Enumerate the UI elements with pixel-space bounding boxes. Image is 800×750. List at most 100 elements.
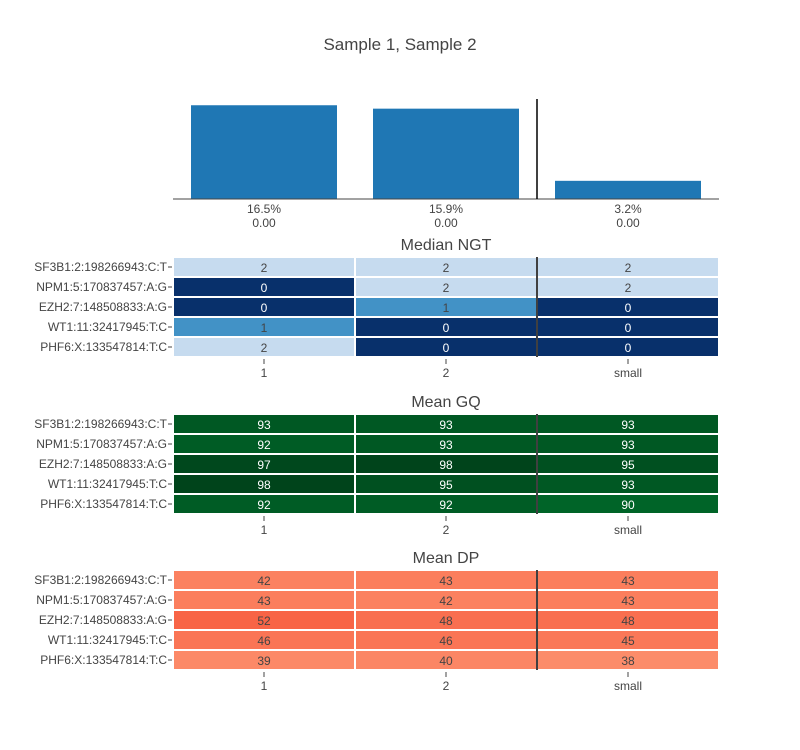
heatmap-cell: [356, 298, 536, 316]
heatmap-cell: [356, 435, 536, 453]
heatmap-cell: [356, 651, 536, 669]
heatmap-cell-value: 0: [443, 321, 450, 335]
heatmap-title: Median NGT: [401, 237, 492, 254]
heatmap-cell-value: 43: [439, 574, 453, 588]
heatmap-cell-value: 2: [625, 261, 632, 275]
heatmap-cell-value: 43: [621, 594, 635, 608]
heatmap-cell-value: 92: [257, 438, 271, 452]
col-label-1: 1: [261, 366, 268, 380]
heatmap-cell-value: 0: [625, 321, 632, 335]
heatmap-cell: [174, 318, 354, 336]
row-label-ezh2-7-148508833-a-g: EZH2:7:148508833:A:G: [39, 300, 167, 314]
heatmap-cell: [356, 258, 536, 276]
heatmap-cell-value: 1: [443, 301, 450, 315]
heatmap-cell-value: 43: [621, 574, 635, 588]
heatmap-cell-value: 46: [439, 634, 453, 648]
row-label-ezh2-7-148508833-a-g: EZH2:7:148508833:A:G: [39, 457, 167, 471]
heatmap-title: Mean GQ: [411, 394, 480, 411]
heatmap-cell: [174, 571, 354, 589]
heatmap-cell: [174, 298, 354, 316]
heatmap-cell-value: 98: [257, 478, 271, 492]
row-label-npm1-5-170837457-a-g: NPM1:5:170837457:A:G: [36, 437, 167, 451]
heatmap-cell: [538, 475, 718, 493]
row-label-sf3b1-2-198266943-c-t: SF3B1:2:198266943:C:T: [34, 573, 167, 587]
heatmap-cell-value: 93: [621, 478, 635, 492]
col-label-small: small: [614, 366, 642, 380]
heatmap-cell: [538, 435, 718, 453]
heatmap-cell: [174, 455, 354, 473]
row-label-sf3b1-2-198266943-c-t: SF3B1:2:198266943:C:T: [34, 260, 167, 274]
heatmap-cell: [356, 278, 536, 296]
row-label-phf6-x-133547814-t-c: PHF6:X:133547814:T:C: [40, 653, 167, 667]
bar-label-pct-2: 15.9%: [429, 202, 463, 216]
heatmap-cell: [538, 651, 718, 669]
bar-label-pct-small: 3.2%: [614, 202, 642, 216]
heatmap-cell-value: 93: [621, 438, 635, 452]
heatmap-cell-value: 93: [621, 418, 635, 432]
heatmap-cell-value: 38: [621, 654, 635, 668]
bar-1: [191, 105, 337, 199]
heatmap-cell-value: 2: [261, 341, 268, 355]
heatmap-cell: [538, 495, 718, 513]
heatmap-cell: [356, 591, 536, 609]
heatmap-cell-value: 42: [439, 594, 453, 608]
heatmap-cell-value: 45: [621, 634, 635, 648]
heatmap-cell: [356, 495, 536, 513]
bar-2: [373, 108, 519, 199]
heatmap-cell: [538, 611, 718, 629]
heatmap-cell: [174, 495, 354, 513]
heatmap-mean-gq: Mean GQ SF3B1:2:198266943:C:T 93 93 93 NPM1:5…: [34, 394, 718, 537]
heatmap-cell-value: 98: [439, 458, 453, 472]
heatmap-cell-value: 92: [439, 498, 453, 512]
heatmap-cell: [174, 258, 354, 276]
col-label-2: 2: [443, 523, 450, 537]
heatmap-cell-value: 2: [261, 261, 268, 275]
heatmap-cell: [356, 338, 536, 356]
row-label-wt1-11-32417945-t-c: WT1:11:32417945:T:C: [48, 477, 168, 491]
heatmap-cell: [538, 338, 718, 356]
heatmap-cell-value: 95: [439, 478, 453, 492]
heatmap-cell: [356, 318, 536, 336]
col-label-1: 1: [261, 679, 268, 693]
heatmap-cell: [538, 298, 718, 316]
col-label-2: 2: [443, 366, 450, 380]
heatmap-cell: [538, 455, 718, 473]
heatmap-cell: [174, 415, 354, 433]
heatmap-mean-dp: Mean DP SF3B1:2:198266943:C:T 42 43 43 NPM1:5…: [34, 550, 718, 693]
heatmap-cell-value: 90: [621, 498, 635, 512]
heatmap-cell-value: 93: [439, 418, 453, 432]
heatmap-cell: [174, 651, 354, 669]
heatmap-cell: [174, 611, 354, 629]
heatmap-cell-value: 2: [625, 281, 632, 295]
heatmap-cell: [356, 455, 536, 473]
heatmap-cell: [174, 591, 354, 609]
figure-title: Sample 1, Sample 2: [323, 35, 476, 54]
heatmap-cell: [174, 475, 354, 493]
heatmap-cell: [538, 631, 718, 649]
row-label-npm1-5-170837457-a-g: NPM1:5:170837457:A:G: [36, 593, 167, 607]
row-label-phf6-x-133547814-t-c: PHF6:X:133547814:T:C: [40, 497, 167, 511]
heatmap-cell-value: 95: [621, 458, 635, 472]
heatmap-cell-value: 93: [439, 438, 453, 452]
row-label-wt1-11-32417945-t-c: WT1:11:32417945:T:C: [48, 633, 168, 647]
heatmap-cell-value: 40: [439, 654, 453, 668]
heatmap-cell: [174, 338, 354, 356]
heatmap-cell-value: 52: [257, 614, 271, 628]
bar-label-pct-1: 16.5%: [247, 202, 281, 216]
heatmap-cell-value: 0: [625, 301, 632, 315]
heatmap-cell: [538, 258, 718, 276]
heatmap-cell: [356, 475, 536, 493]
heatmap-cell: [538, 571, 718, 589]
heatmap-cell: [174, 278, 354, 296]
heatmap-cell: [356, 415, 536, 433]
heatmap-cell: [538, 591, 718, 609]
col-label-2: 2: [443, 679, 450, 693]
heatmap-cell-value: 92: [257, 498, 271, 512]
heatmap-cell: [538, 278, 718, 296]
heatmap-cell-value: 97: [257, 458, 271, 472]
heatmap-cell: [174, 631, 354, 649]
heatmap-cell-value: 42: [257, 574, 271, 588]
heatmap-title: Mean DP: [413, 550, 480, 567]
